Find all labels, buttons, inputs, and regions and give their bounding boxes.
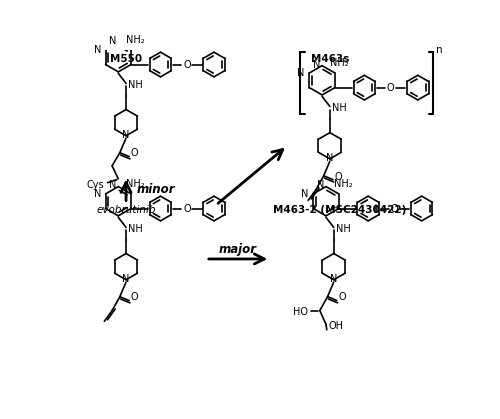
Text: n: n	[436, 45, 443, 55]
Text: NH₂: NH₂	[126, 179, 144, 189]
Text: NH₂: NH₂	[330, 58, 348, 68]
Text: O: O	[338, 292, 346, 303]
Text: O: O	[183, 59, 190, 70]
Text: N: N	[317, 181, 324, 190]
Text: O: O	[183, 204, 190, 214]
Text: O: O	[130, 292, 138, 303]
Text: N: N	[94, 45, 101, 55]
Text: N: N	[301, 189, 308, 199]
Text: NH₂: NH₂	[334, 179, 352, 189]
Text: O: O	[334, 171, 342, 181]
Text: M463-2 (MSC2430422): M463-2 (MSC2430422)	[274, 204, 406, 215]
Text: O: O	[130, 148, 138, 158]
Text: N: N	[298, 68, 304, 78]
Text: N: N	[94, 189, 101, 199]
Text: N: N	[110, 36, 117, 47]
Text: N: N	[330, 274, 338, 284]
Text: NH: NH	[128, 224, 143, 234]
Text: O: O	[390, 204, 398, 214]
Text: NH₂: NH₂	[126, 35, 144, 45]
Text: minor: minor	[136, 183, 175, 196]
Text: major: major	[218, 243, 256, 256]
Text: NH: NH	[128, 80, 143, 90]
Text: O: O	[387, 83, 394, 93]
Text: NH: NH	[336, 224, 351, 234]
Text: N: N	[110, 181, 117, 190]
Text: NH: NH	[332, 103, 347, 113]
Text: N: N	[122, 129, 130, 140]
Text: N: N	[313, 59, 320, 70]
Text: N: N	[326, 153, 334, 163]
Text: M550: M550	[110, 54, 142, 64]
Text: HO: HO	[293, 307, 308, 317]
Text: evobrutinib: evobrutinib	[96, 204, 156, 215]
Text: Cys: Cys	[86, 180, 104, 190]
Text: M463s: M463s	[310, 54, 349, 64]
Text: N: N	[122, 274, 130, 284]
Text: OH: OH	[328, 321, 344, 331]
